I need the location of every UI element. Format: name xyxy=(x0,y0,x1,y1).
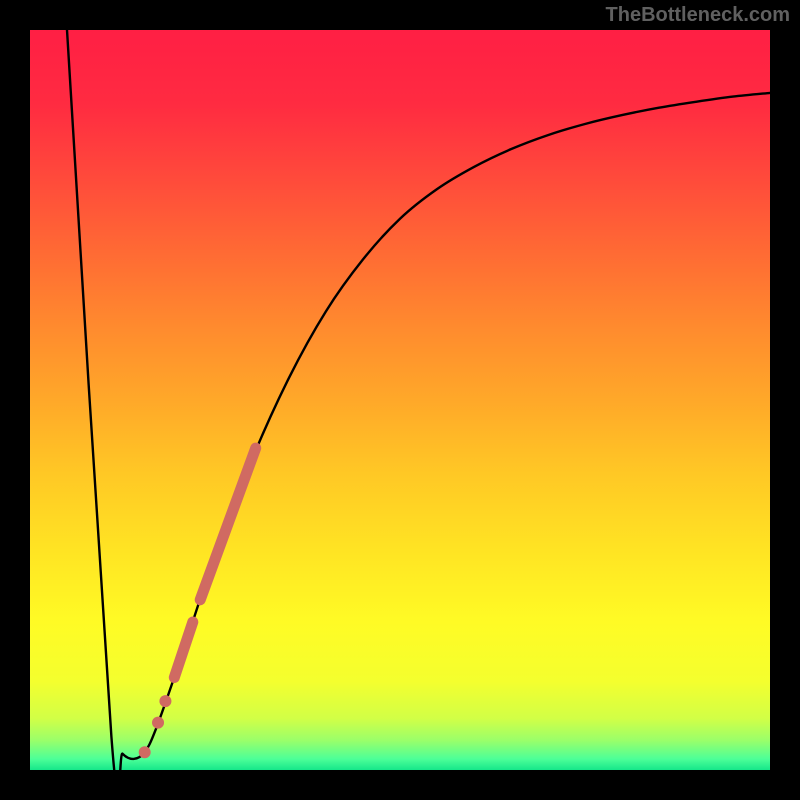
marker-dot-4 xyxy=(139,746,151,758)
chart-svg xyxy=(0,0,800,800)
watermark-text: TheBottleneck.com xyxy=(606,4,790,27)
chart-container: TheBottleneck.com xyxy=(0,0,800,800)
plot-area xyxy=(30,30,770,770)
marker-dot-3 xyxy=(152,717,164,729)
marker-dot-2 xyxy=(159,695,171,707)
